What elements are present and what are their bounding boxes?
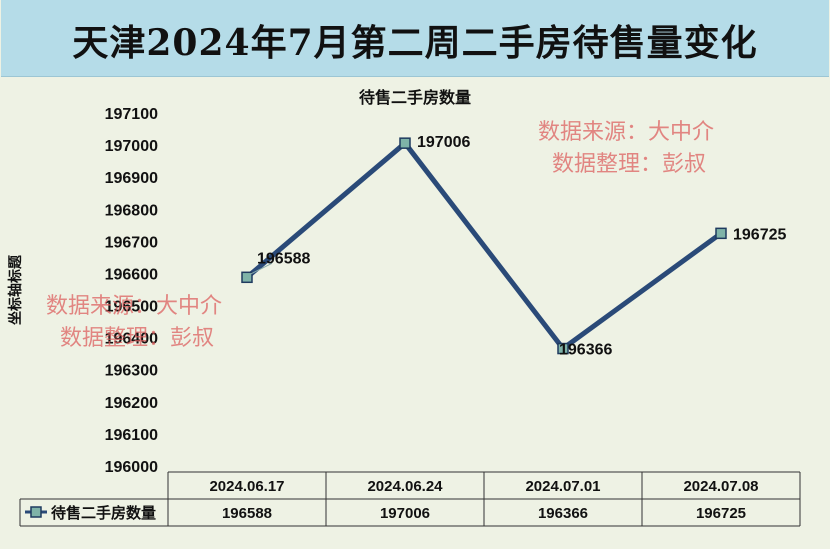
title-bar: 天津2024年7月第二周二手房待售量变化 (1, 0, 829, 77)
table-cell: 196366 (538, 505, 588, 522)
y-tick-label: 196600 (105, 266, 158, 283)
x-tick-label: 2024.07.01 (525, 478, 600, 495)
watermark: 数据来源：大中介 数据整理：彭叔 (46, 288, 222, 352)
y-tick-label: 197000 (105, 138, 158, 155)
y-tick-label: 196900 (105, 170, 158, 187)
legend-label: 待售二手房数量 (51, 504, 156, 522)
y-tick-label: 196000 (105, 459, 158, 476)
y-tick-label: 196800 (105, 202, 158, 219)
table-cell: 196725 (696, 505, 746, 522)
x-tick-label: 2024.06.17 (209, 478, 284, 495)
data-point (241, 271, 253, 284)
y-axis-ticks: 196000 196100 196200 196300 196400 196500 1966… (105, 106, 158, 476)
data-point (399, 137, 411, 149)
data-label: 197006 (417, 134, 470, 151)
x-tick-label: 2024.07.08 (683, 478, 758, 495)
y-tick-label: 197100 (105, 106, 158, 123)
series-line-path (245, 139, 723, 353)
data-label: 196588 (257, 250, 310, 267)
data-point (557, 342, 569, 355)
table-cell: 197006 (380, 505, 430, 522)
y-tick-label: 196200 (105, 395, 158, 412)
data-table: 2024.06.17 196588 2024.06.24 197006 2024.07.… (19, 471, 801, 527)
x-tick-label: 2024.06.24 (367, 478, 443, 495)
y-tick-label: 196300 (105, 363, 158, 380)
y-tick-label: 196100 (105, 427, 158, 444)
series-line: 196588 197006 196366 196725 (241, 134, 786, 359)
watermark-source: 数据来源：大中介 (46, 294, 223, 319)
chart-title: 待售二手房数量 (359, 88, 471, 107)
watermark-source: 数据来源：大中介 (538, 120, 715, 145)
y-tick-label: 196700 (105, 234, 158, 251)
legend-marker-icon (30, 506, 42, 518)
data-point (715, 227, 727, 240)
y-tick-label: 196400 (105, 331, 158, 348)
y-axis-label: 坐标轴标题 (7, 254, 23, 325)
data-label: 196366 (559, 342, 612, 359)
data-label: 196725 (733, 226, 786, 243)
table-cell: 196588 (222, 505, 272, 522)
watermark-author: 数据整理：彭叔 (60, 326, 215, 351)
y-tick-label: 196500 (105, 299, 158, 316)
watermark: 数据来源：大中介 数据整理：彭叔 (538, 114, 714, 178)
page-title: 天津2024年7月第二周二手房待售量变化 (72, 22, 758, 64)
watermark-author: 数据整理：彭叔 (552, 152, 707, 177)
data-label-leader (249, 262, 273, 275)
